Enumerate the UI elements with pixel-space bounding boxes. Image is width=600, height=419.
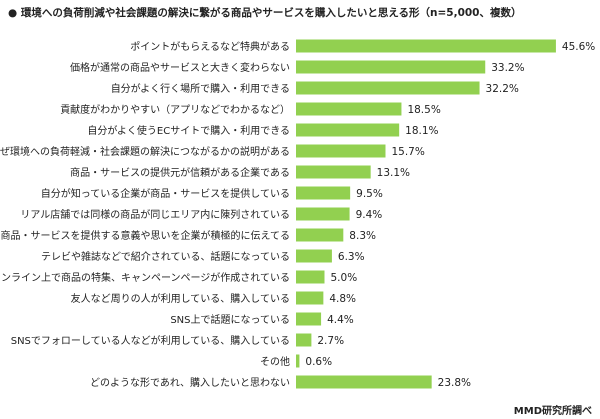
category-label: テレビや雑誌などで紹介されている、話題になっている (41, 250, 290, 263)
bar (296, 291, 324, 305)
bar (296, 81, 480, 95)
value-label: 15.7% (391, 146, 424, 158)
category-label: なぜ環境への負荷軽減・社会課題の解決につながるかの説明がある (0, 145, 290, 158)
category-label: ポイントがもらえるなど特典がある (130, 40, 290, 53)
bar (296, 207, 350, 221)
value-label: 2.7% (317, 335, 344, 347)
chart-title: ● 環境への負荷削減や社会課題の解決に繋がる商品やサービスを購入したいと思える形… (8, 7, 522, 19)
category-label: どのような形であれ、購入したいと思わない (90, 376, 290, 389)
category-label: 自分が知っている企業が商品・サービスを提供している (41, 187, 290, 200)
bar (296, 165, 371, 179)
category-label: SNS上で話題になっている (170, 313, 290, 326)
category-label: オンライン上で商品の特集、キャンペーンページが作成されている (0, 271, 290, 284)
category-label: 商品・サービスの提供元が信頼がある企業である (70, 166, 290, 179)
value-label: 9.4% (356, 209, 383, 221)
value-label: 18.1% (405, 125, 438, 137)
bar (296, 249, 332, 263)
bar (296, 123, 400, 137)
bar (296, 333, 312, 347)
value-label: 18.5% (407, 104, 440, 116)
category-label: その他 (260, 355, 290, 368)
value-label: 0.6% (305, 356, 332, 368)
bar (296, 354, 300, 368)
category-label: 友人など周りの人が利用している、購入している (71, 292, 290, 305)
category-label: 貢献度がわかりやすい（アプリなどでわかるなど） (60, 103, 290, 116)
bar (296, 312, 322, 326)
source-note: MMD研究所調べ (513, 406, 592, 417)
value-label: 32.2% (486, 83, 519, 95)
value-label: 9.5% (356, 188, 383, 200)
bar (296, 270, 325, 284)
bar (296, 102, 402, 116)
category-label: 価格が通常の商品やサービスと大きく変わらない (70, 61, 290, 74)
value-label: 4.8% (329, 293, 356, 305)
bar (296, 60, 486, 74)
category-label: その商品・サービスを提供する意義や思いを企業が積極的に伝えてる (0, 229, 290, 242)
category-label: リアル店舗では同様の商品が同じエリア内に陳列されている (20, 208, 290, 221)
value-label: 5.0% (331, 272, 358, 284)
category-label: 自分がよく使うECサイトで購入・利用できる (87, 124, 290, 137)
bar (296, 186, 351, 200)
category-label: SNSでフォローしている人などが利用している、購入している (11, 334, 290, 347)
value-label: 33.2% (491, 62, 524, 74)
bar (296, 375, 432, 389)
value-label: 8.3% (349, 230, 376, 242)
bar (296, 39, 556, 53)
value-label: 45.6% (562, 41, 595, 53)
value-label: 23.8% (438, 377, 471, 389)
bar (296, 228, 344, 242)
value-label: 6.3% (338, 251, 365, 263)
value-label: 4.4% (327, 314, 354, 326)
value-label: 13.1% (377, 167, 410, 179)
category-label: 自分がよく行く場所で購入・利用できる (111, 82, 290, 95)
bar (296, 144, 386, 158)
